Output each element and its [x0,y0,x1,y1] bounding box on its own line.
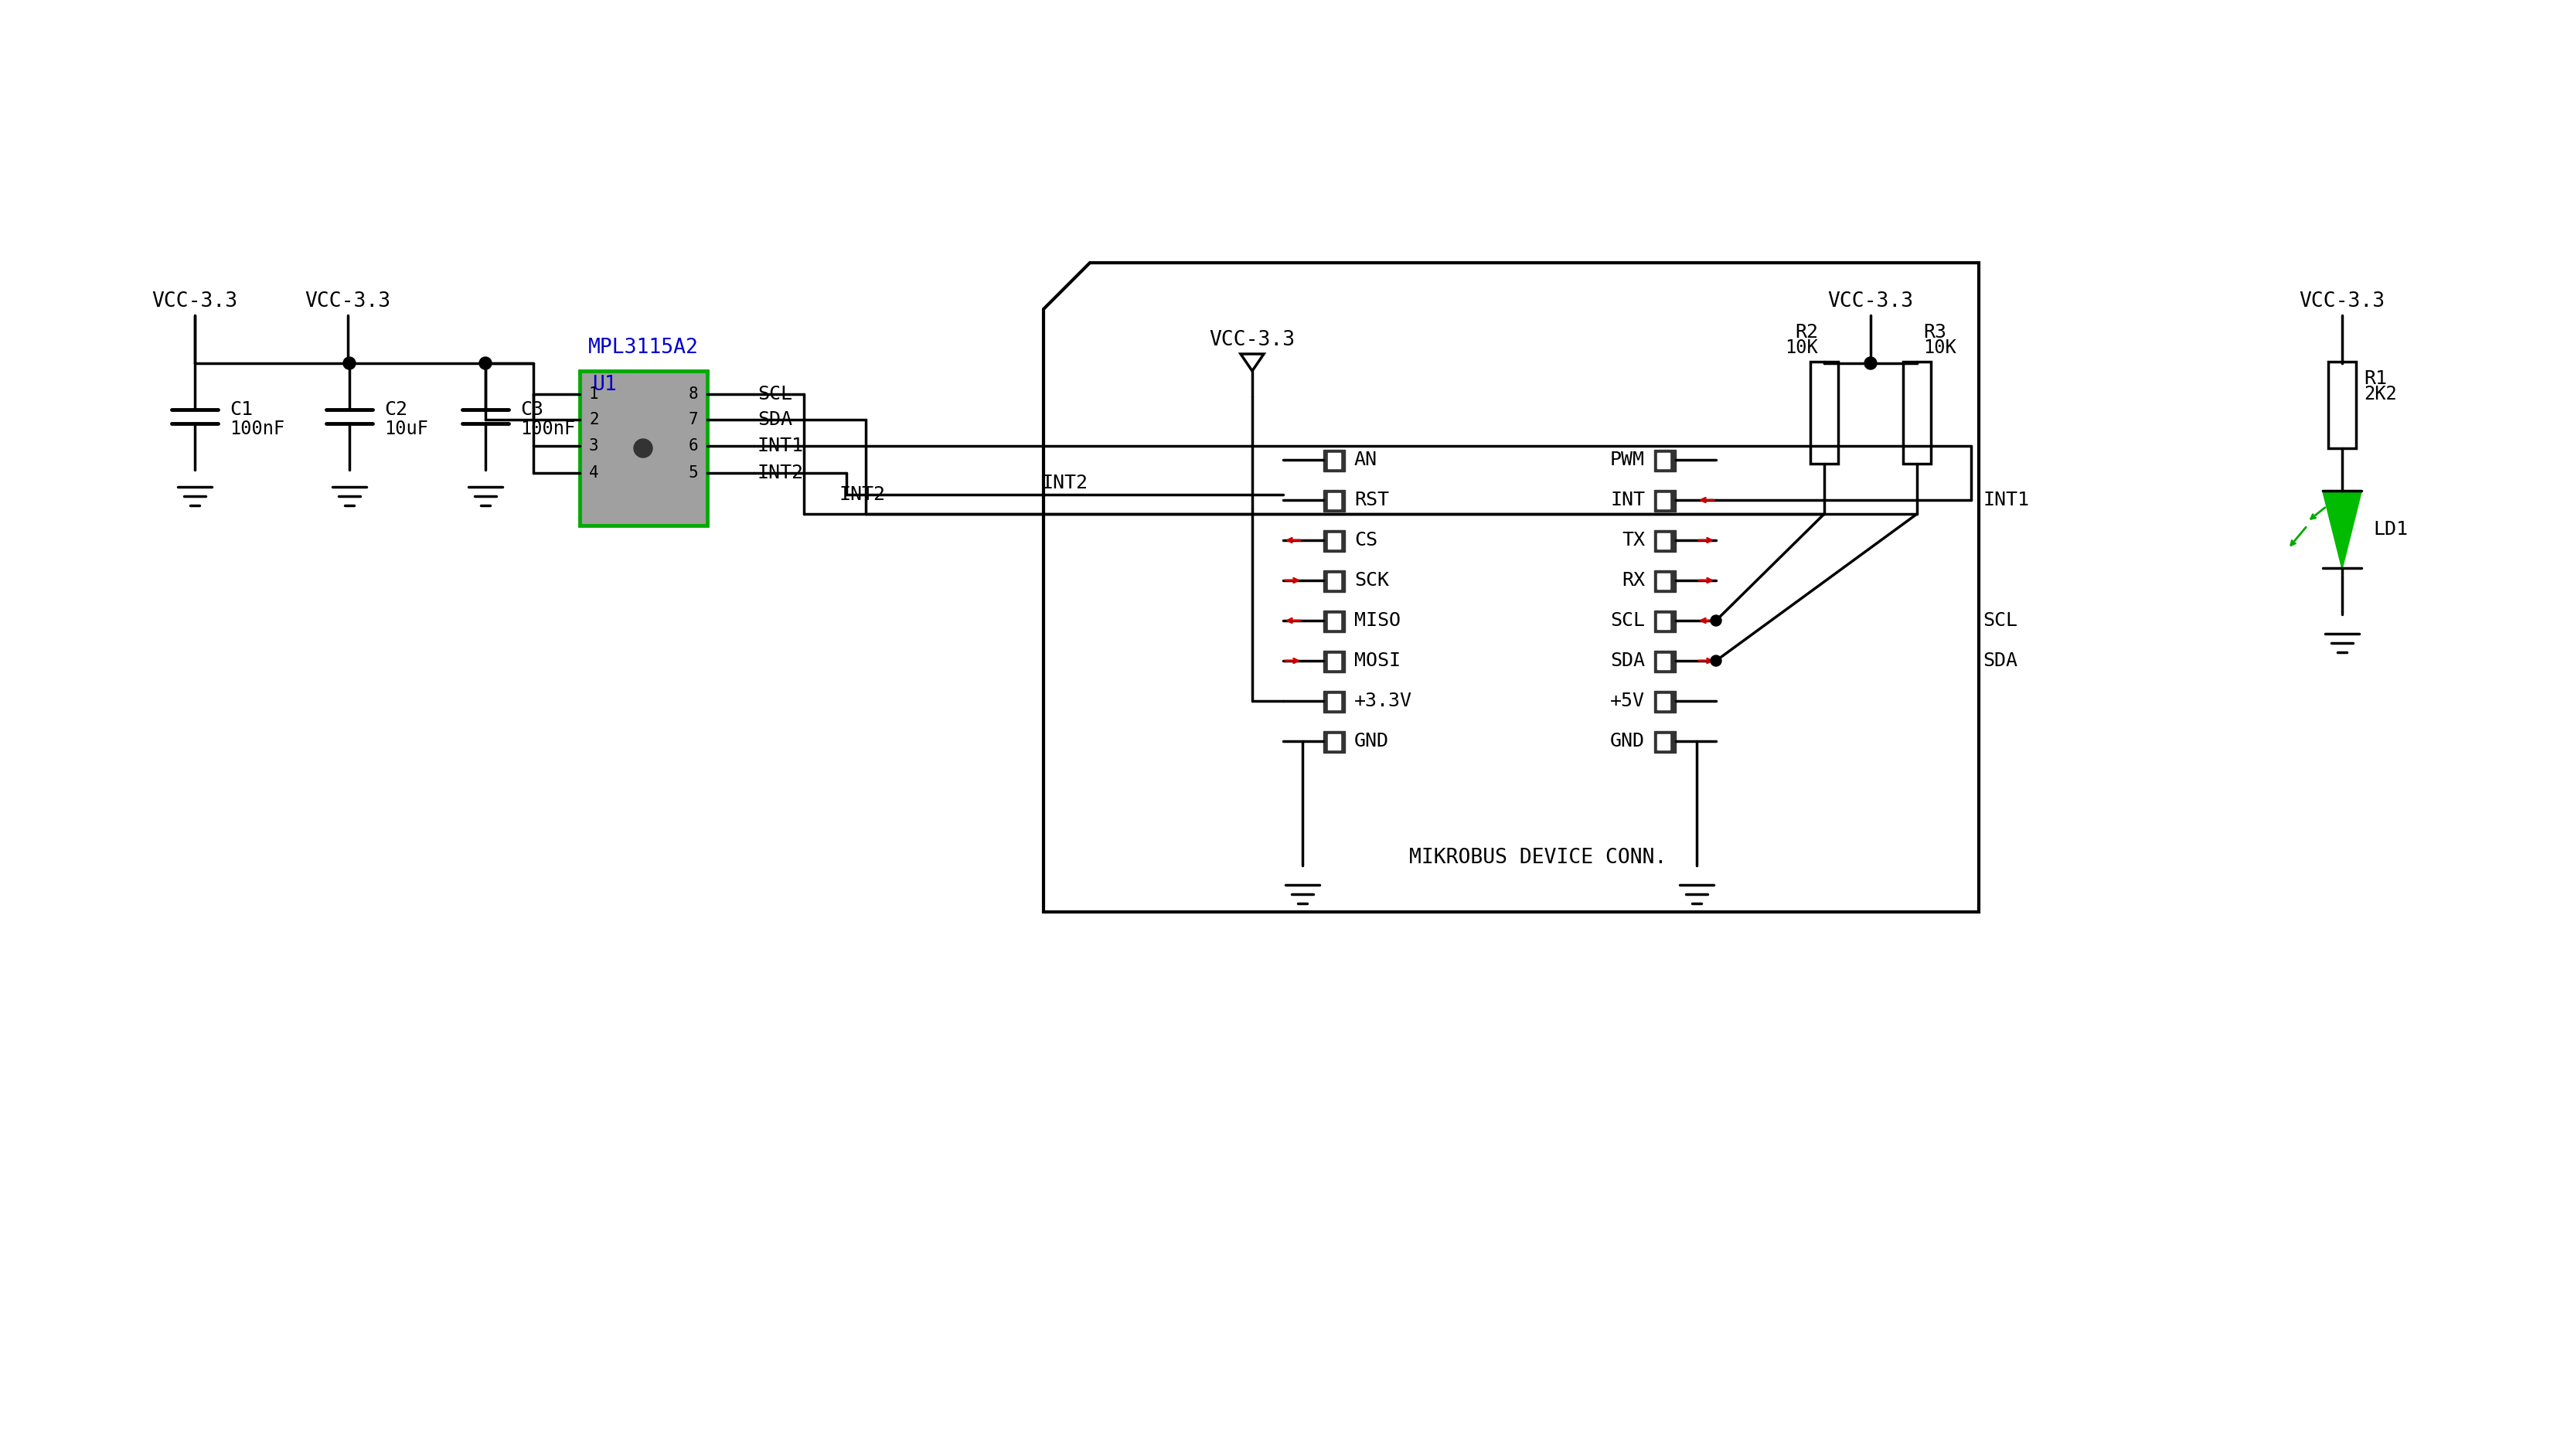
Text: MIKROBUS DEVICE CONN.: MIKROBUS DEVICE CONN. [1409,847,1667,868]
Circle shape [1864,357,1877,370]
Bar [1325,692,1345,712]
Text: VCC-3.3: VCC-3.3 [1209,331,1296,349]
Text: CS: CS [1355,531,1378,549]
Bar [1902,361,1931,463]
Bar [1654,571,1675,593]
Bar [1654,731,1675,753]
Text: 8: 8 [688,386,698,402]
Polygon shape [2322,491,2363,568]
Bar [1657,494,1670,508]
Bar [1657,574,1670,588]
Text: 6: 6 [688,438,698,454]
Bar [580,371,708,526]
Circle shape [634,438,652,457]
Text: VCC-3.3: VCC-3.3 [2299,291,2386,312]
Bar [1657,654,1670,670]
Text: SCL: SCL [1982,612,2017,630]
Bar [2329,361,2355,448]
Text: +5V: +5V [1611,692,1644,711]
Text: GND: GND [1611,732,1644,750]
Text: INT: INT [1611,491,1644,510]
Bar [1327,654,1340,670]
Text: INT1: INT1 [757,437,803,456]
Circle shape [343,357,355,370]
Bar [1657,613,1670,629]
Text: MOSI: MOSI [1355,651,1401,670]
Bar [1327,453,1340,469]
Text: 100nF: 100nF [519,419,575,438]
Bar [1325,530,1345,552]
Text: MISO: MISO [1355,612,1401,630]
Bar [1325,491,1345,511]
Text: MPL3115A2: MPL3115A2 [588,338,698,358]
Text: INT1: INT1 [1982,491,2030,510]
Text: SCL: SCL [757,384,793,403]
Bar [1327,613,1340,629]
Text: U1: U1 [593,374,616,395]
Text: R3: R3 [1923,323,1946,342]
Bar [1327,533,1340,549]
Text: TX: TX [1621,531,1644,549]
Text: SCK: SCK [1355,571,1388,590]
Text: SDA: SDA [1611,651,1644,670]
Bar [1654,610,1675,632]
Text: 2: 2 [588,412,598,428]
Bar [1810,361,1838,463]
Bar [1327,494,1340,508]
Text: C1: C1 [230,400,253,419]
Bar [1654,530,1675,552]
Circle shape [478,357,491,370]
Text: 3: 3 [588,438,598,454]
Bar [1657,734,1670,750]
Text: GND: GND [1355,732,1388,750]
Text: R1: R1 [2363,370,2386,387]
Bar [1325,571,1345,593]
Text: C3: C3 [519,400,545,419]
Text: R2: R2 [1795,323,1818,342]
Text: SCL: SCL [1611,612,1644,630]
Text: 4: 4 [588,466,598,480]
Text: VCC-3.3: VCC-3.3 [304,291,391,312]
Bar [1325,450,1345,472]
Text: LD1: LD1 [2373,520,2409,539]
Bar [1325,731,1345,753]
Text: 2K2: 2K2 [2363,384,2396,403]
Text: PWM: PWM [1611,450,1644,469]
Text: RX: RX [1621,571,1644,590]
Circle shape [1711,655,1721,667]
Text: 100nF: 100nF [230,419,284,438]
Text: VCC-3.3: VCC-3.3 [1828,291,1913,312]
Bar [1657,695,1670,709]
Bar [1325,651,1345,673]
Bar [1327,695,1340,709]
Bar [1654,450,1675,472]
Bar [1657,533,1670,549]
Bar [1657,453,1670,469]
Text: 5: 5 [688,466,698,480]
Bar [1654,491,1675,511]
Bar [1327,574,1340,588]
Bar [1325,610,1345,632]
Text: INT2: INT2 [757,463,803,482]
Text: RST: RST [1355,491,1388,510]
Bar [1654,692,1675,712]
Bar [1327,734,1340,750]
Text: +3.3V: +3.3V [1355,692,1411,711]
Text: SDA: SDA [1982,651,2017,670]
Text: 7: 7 [688,412,698,428]
Circle shape [1711,616,1721,626]
Text: INT2: INT2 [1041,473,1087,492]
Text: 1: 1 [588,386,598,402]
Text: 10uF: 10uF [384,419,427,438]
Text: C2: C2 [384,400,407,419]
Text: AN: AN [1355,450,1378,469]
Text: 10K: 10K [1785,338,1818,357]
Text: INT2: INT2 [839,485,885,504]
Text: 10K: 10K [1923,338,1956,357]
Text: VCC-3.3: VCC-3.3 [151,291,238,312]
Text: SDA: SDA [757,411,793,430]
Bar [1654,651,1675,673]
